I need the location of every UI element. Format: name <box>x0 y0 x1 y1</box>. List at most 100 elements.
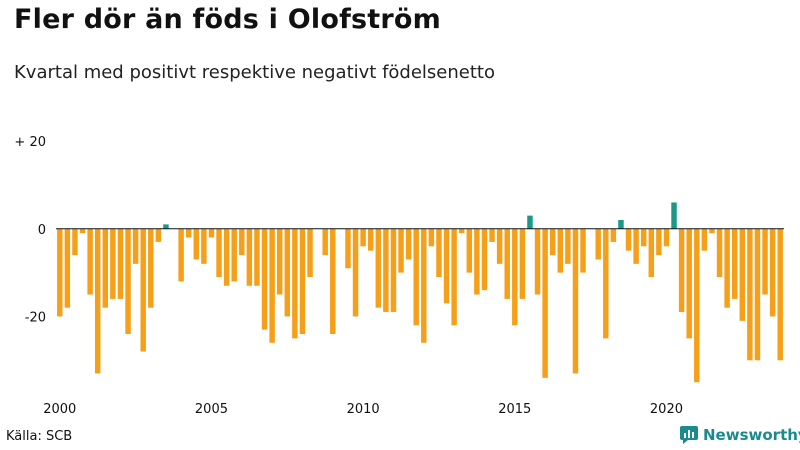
bar-2013-q3 <box>466 228 473 273</box>
bar-2002-q2 <box>125 228 131 334</box>
bar-2008-q2 <box>307 228 313 277</box>
bar-2016-q2 <box>549 228 556 256</box>
bar-2006-q4 <box>261 228 268 330</box>
bar-2020-q2 <box>671 202 677 229</box>
bar-2016-q1 <box>542 228 548 378</box>
bar-2006-q1 <box>239 228 245 256</box>
bar-2011-q2 <box>398 228 404 273</box>
bar-2014-q2 <box>489 228 495 242</box>
y-axis-ticks: + 20 0 -20 <box>14 135 46 325</box>
bar-2020-q1 <box>663 228 670 247</box>
bar-2002-q1 <box>117 228 124 299</box>
bar-2022-q1 <box>724 228 730 308</box>
x-tick-label: 2000 <box>43 402 76 417</box>
bar-2012-q4 <box>443 228 450 304</box>
bars-group <box>57 202 783 383</box>
bar-2022-q2 <box>731 228 738 299</box>
bar-2016-q3 <box>557 228 564 273</box>
y-tick-label: 0 <box>38 223 46 238</box>
bar-2002-q4 <box>140 228 146 352</box>
bar-chart: + 20 0 -20 2000 2005 2010 2015 2020 <box>14 135 784 417</box>
bar-2011-q3 <box>405 228 412 260</box>
x-tick-label: 2005 <box>195 402 228 417</box>
bar-2018-q1 <box>603 228 609 339</box>
bar-2009-q1 <box>330 228 336 334</box>
bar-2019-q3 <box>648 228 655 277</box>
bar-2013-q2 <box>458 228 465 234</box>
bar-2006-q3 <box>254 228 260 286</box>
bar-2000-q1 <box>57 228 63 317</box>
brand[interactable]: Newsworthy <box>680 426 800 444</box>
bar-2004-q3 <box>193 228 200 260</box>
bar-2023-q2 <box>762 228 768 295</box>
bar-2023-q4 <box>777 228 783 361</box>
bar-2001-q4 <box>110 228 116 299</box>
bar-2003-q2 <box>155 228 162 242</box>
bar-2015-q2 <box>519 228 526 299</box>
bar-2010-q2 <box>367 228 374 251</box>
bar-2000-q3 <box>72 228 78 256</box>
bar-2007-q4 <box>292 228 298 339</box>
newsworthy-logo-icon <box>680 426 698 444</box>
bar-2014-q4 <box>504 228 510 299</box>
bar-2007-q2 <box>276 228 283 295</box>
source-note: Källa: SCB <box>6 429 73 444</box>
y-tick-label: + 20 <box>14 135 46 150</box>
bar-2000-q4 <box>79 228 86 234</box>
chart-title: Fler dör än föds i Olofström <box>14 4 441 35</box>
bar-2012-q1 <box>421 228 427 343</box>
bar-2018-q2 <box>610 228 617 242</box>
bar-2020-q3 <box>678 228 685 313</box>
bar-2001-q2 <box>94 228 101 374</box>
bar-2009-q4 <box>352 228 359 317</box>
y-tick-label: -20 <box>25 310 46 325</box>
bar-2020-q4 <box>686 228 692 339</box>
bar-2010-q4 <box>383 228 389 313</box>
bar-2018-q3 <box>618 220 624 229</box>
bar-2017-q1 <box>572 228 579 374</box>
bar-2005-q3 <box>223 228 230 286</box>
bar-2015-q1 <box>512 228 518 326</box>
bar-2019-q4 <box>656 228 662 256</box>
bar-2000-q2 <box>64 228 71 308</box>
bar-2014-q1 <box>481 228 488 291</box>
bar-2003-q1 <box>148 228 154 308</box>
bar-2019-q2 <box>640 228 647 247</box>
bar-2004-q2 <box>185 228 192 238</box>
chart-subtitle: Kvartal med positivt respektive negativt… <box>14 62 495 83</box>
x-tick-label: 2015 <box>498 402 531 417</box>
bar-2017-q4 <box>595 228 601 260</box>
bar-2018-q4 <box>625 228 632 251</box>
bar-2012-q2 <box>428 228 435 247</box>
bar-2022-q3 <box>739 228 746 321</box>
bar-2001-q1 <box>87 228 93 295</box>
bar-2011-q1 <box>390 228 397 313</box>
bar-2022-q4 <box>747 228 753 361</box>
bar-2023-q3 <box>769 228 776 317</box>
bar-2006-q2 <box>246 228 253 286</box>
x-axis-ticks: 2000 2005 2010 2015 2020 <box>43 402 683 417</box>
bar-2002-q3 <box>132 228 139 264</box>
bar-2017-q2 <box>580 228 586 273</box>
bar-2023-q1 <box>754 228 761 361</box>
bar-2013-q1 <box>451 228 457 326</box>
bar-2004-q1 <box>178 228 184 282</box>
bar-2005-q4 <box>231 228 237 282</box>
bar-2010-q1 <box>360 228 366 247</box>
bar-2005-q1 <box>208 228 215 238</box>
bar-2008-q1 <box>299 228 306 334</box>
bar-2012-q3 <box>436 228 442 277</box>
x-tick-label: 2020 <box>650 402 683 417</box>
bar-2015-q4 <box>534 228 541 295</box>
bar-2007-q1 <box>269 228 275 343</box>
bar-2021-q1 <box>694 228 700 383</box>
x-tick-label: 2010 <box>347 402 380 417</box>
bar-2019-q1 <box>633 228 639 264</box>
bar-2010-q3 <box>375 228 382 308</box>
bar-2021-q3 <box>709 228 715 234</box>
bar-2021-q4 <box>716 228 723 277</box>
bar-2011-q4 <box>413 228 419 326</box>
bar-2015-q3 <box>527 215 533 229</box>
bar-2007-q3 <box>284 228 291 317</box>
bar-2016-q4 <box>565 228 571 264</box>
